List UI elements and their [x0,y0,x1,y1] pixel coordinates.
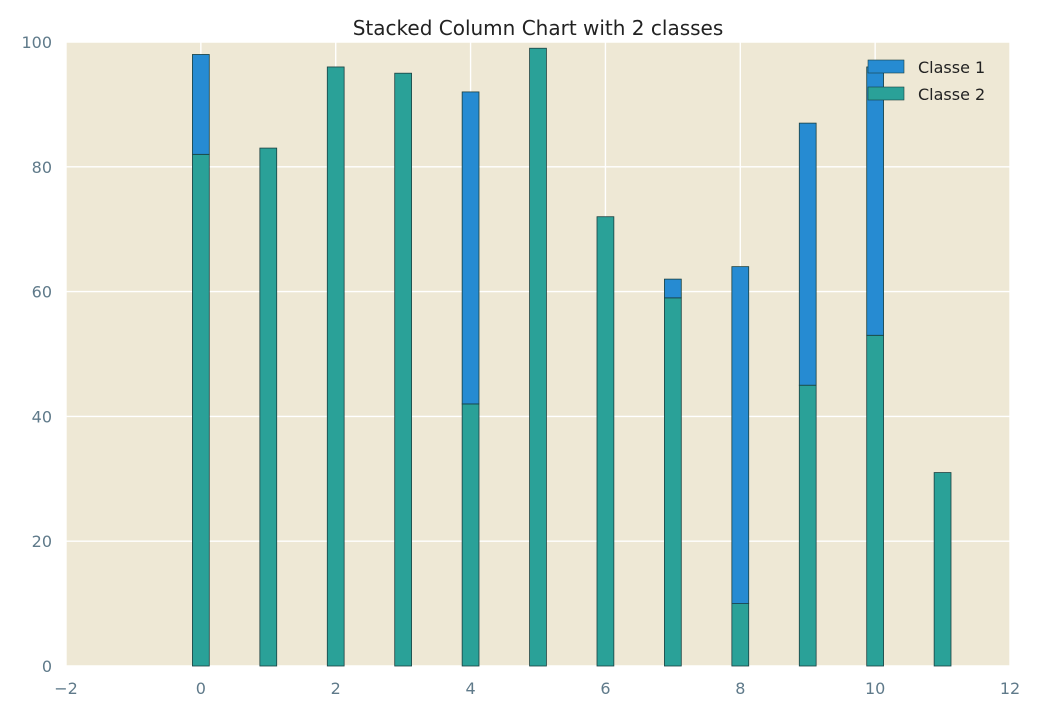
bar-classe-2 [933,472,952,667]
legend[interactable]: Classe 1 Classe 2 [867,58,985,104]
legend-swatch-classe-2 [867,86,905,101]
y-tick-label: 80 [32,158,52,177]
bar-classe-2 [394,72,412,667]
legend-label-classe-2: Classe 2 [918,85,985,104]
x-tick-label: 8 [735,679,745,698]
bar-classe-2 [326,66,345,667]
bar-classe-1 [192,54,210,155]
bar-classe-2 [596,216,615,667]
x-tick-label: −2 [54,679,78,698]
x-tick-label: 12 [1000,679,1020,698]
x-tick-label: 4 [465,679,475,698]
bar-classe-1 [461,91,480,405]
bars-group [192,47,952,667]
chart-title: Stacked Column Chart with 2 classes [353,16,724,40]
bar-classe-2 [866,334,884,667]
y-tick-label: 60 [32,283,52,302]
y-tick-label: 100 [21,33,52,52]
x-tick-label: 0 [196,679,206,698]
bar-classe-1 [798,122,817,386]
y-tick-label: 0 [42,657,52,676]
legend-swatch-classe-1 [867,59,905,74]
bar-classe-2 [192,153,210,667]
bar-classe-2 [664,297,682,667]
bar-classe-2 [798,384,817,667]
bar-classe-2 [731,603,750,667]
bar-classe-2 [529,47,547,667]
bar-classe-1 [731,266,750,605]
bar-classe-2 [461,403,480,667]
legend-label-classe-1: Classe 1 [918,58,985,77]
x-tick-label: 10 [865,679,885,698]
x-tick-label: 2 [331,679,341,698]
bar-classe-1 [866,66,884,336]
bar-classe-2 [259,147,278,667]
bar-classe-1 [664,278,682,299]
y-tick-label: 20 [32,532,52,551]
x-tick-label: 6 [600,679,610,698]
y-tick-label: 40 [32,407,52,426]
